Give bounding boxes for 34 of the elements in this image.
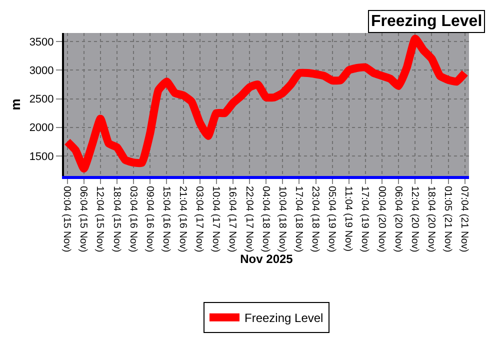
x-tick-label: 11:04 (19 Nov) xyxy=(342,186,354,252)
x-tick-label: 16:04 (17 Nov) xyxy=(226,186,238,252)
x-tick-label: 18:04 (15 Nov) xyxy=(110,186,122,252)
legend-label: Freezing Level xyxy=(244,311,324,326)
x-tick-label: 06:04 (20 Nov) xyxy=(392,186,404,252)
x-tick-label: 23:04 (18 Nov) xyxy=(310,186,321,252)
y-tick-label: 1500 xyxy=(29,150,54,163)
x-tick-label: 12:04 (15 Nov) xyxy=(94,186,106,252)
x-tick-label: 21:04 (16 Nov) xyxy=(177,186,188,252)
y-tick-label: 3500 xyxy=(29,36,54,48)
x-tick-label: 18:04 (20 Nov) xyxy=(425,186,436,252)
x-tick-label: 10:04 (18 Nov) xyxy=(276,186,288,252)
x-tick-label: 03:04 (17 Nov) xyxy=(194,186,205,252)
x-tick-label: 00:04 (15 Nov) xyxy=(61,186,72,252)
y-tick-label: 2000 xyxy=(29,122,54,134)
x-tick-label: 00:04 (20 Nov) xyxy=(376,186,387,252)
y-tick-label: 2500 xyxy=(29,94,54,106)
x-tick-label: 07:04 (21 Nov) xyxy=(458,186,470,252)
y-axis-title: m xyxy=(8,98,23,110)
x-tick-label: 03:04 (16 Nov) xyxy=(127,186,138,252)
x-tick-label: 09:04 (16 Nov) xyxy=(144,186,155,252)
x-tick-label: 05:04 (19 Nov) xyxy=(326,186,338,252)
y-tick-label: 3000 xyxy=(29,65,54,78)
x-tick-label: 17:04 (19 Nov) xyxy=(359,186,370,252)
x-axis-title: Nov 2025 xyxy=(240,252,294,266)
x-tick-label: 12:04 (20 Nov) xyxy=(408,186,420,252)
x-tick-label: 22:04 (17 Nov) xyxy=(243,186,254,252)
x-tick-label: 04:04 (18 Nov) xyxy=(260,186,271,252)
x-tick-label: 17:04 (18 Nov) xyxy=(292,186,304,252)
x-tick-label: 10:04 (17 Nov) xyxy=(210,186,222,252)
x-tick-label: 06:04 (15 Nov) xyxy=(78,186,89,252)
x-tick-label: 15:04 (16 Nov) xyxy=(160,186,172,252)
x-tick-label: 01:05 (21 Nov) xyxy=(442,186,454,252)
chart-title: Freezing Level xyxy=(371,13,482,30)
